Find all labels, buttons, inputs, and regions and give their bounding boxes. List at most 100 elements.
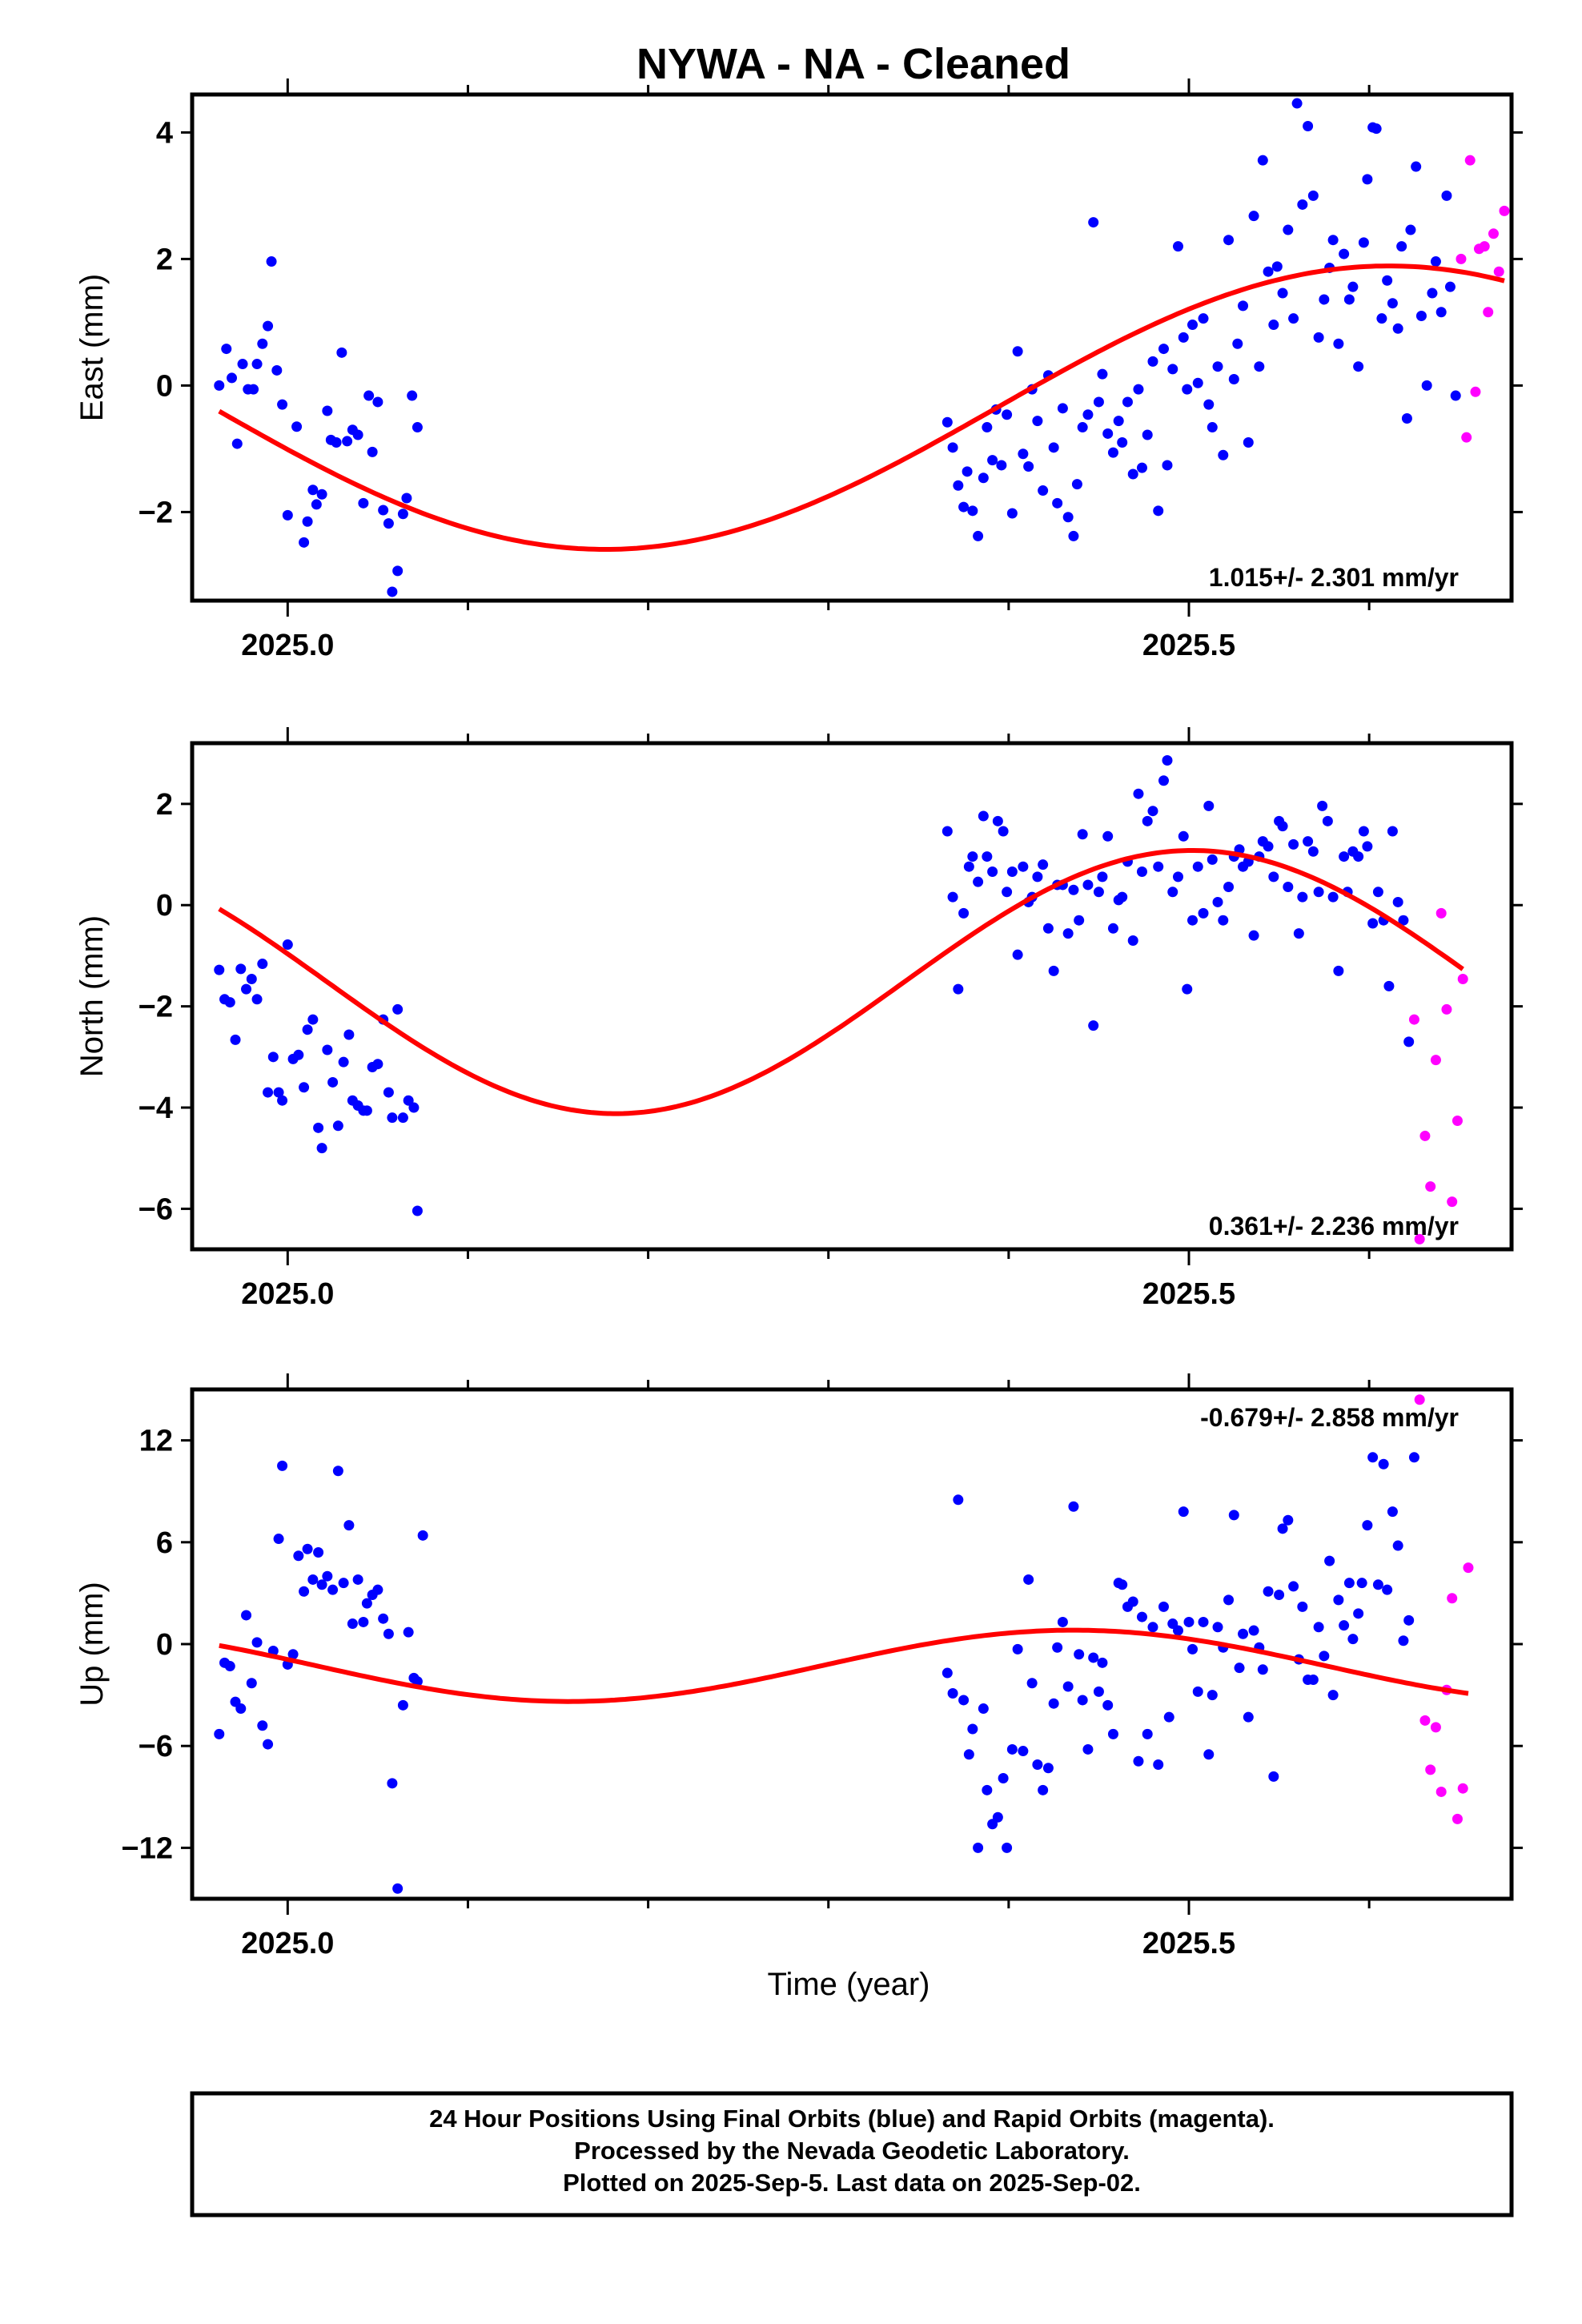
- north-final-orbits-point: [1077, 829, 1088, 840]
- east-final-orbits-point: [316, 489, 327, 500]
- up-final-orbits-point: [1147, 1622, 1158, 1633]
- east-final-orbits-point: [363, 390, 375, 401]
- east-final-orbits-point: [1268, 320, 1279, 331]
- east-final-orbits-point: [1257, 155, 1268, 166]
- up-final-orbits-point: [358, 1616, 369, 1627]
- up-final-orbits-point: [1403, 1614, 1415, 1626]
- east-final-orbits-point: [1291, 98, 1303, 109]
- north-rapid-orbits-point: [1457, 974, 1468, 985]
- east-model-curve: [218, 263, 1505, 552]
- east-rapid-orbits-point: [1488, 228, 1499, 239]
- north-final-orbits-point: [947, 891, 958, 903]
- up-rapid-orbits-point: [1447, 1593, 1458, 1604]
- east-final-orbits-point: [1411, 161, 1422, 172]
- east-final-orbits-point: [1283, 224, 1294, 235]
- north-final-orbits-point: [313, 1122, 324, 1133]
- panels-group: −2 0 2 4 2025.0 2025.5 East (mm) 1.015+/- 2.301…: [74, 78, 1523, 1960]
- up-final-orbits-point: [1333, 1594, 1344, 1606]
- north-rapid-orbits-point: [1447, 1196, 1458, 1208]
- north-final-orbits-point: [302, 1024, 313, 1035]
- north-final-orbits-point: [257, 959, 268, 970]
- up-final-orbits-point: [1026, 1678, 1038, 1689]
- north-final-orbits-point: [1293, 928, 1304, 939]
- north-final-orbits-point: [1082, 879, 1094, 891]
- up-final-orbits-point: [1268, 1771, 1279, 1782]
- north-final-orbits-point: [1062, 928, 1074, 939]
- north-final-orbits-point: [235, 963, 247, 975]
- north-final-orbits-point: [1068, 884, 1079, 895]
- east-final-orbits-point: [1232, 338, 1243, 349]
- north-final-orbits-point: [998, 826, 1009, 837]
- up-final-orbits-point: [1263, 1586, 1274, 1597]
- east-final-orbits-point: [1127, 468, 1138, 480]
- east-final-orbits-point: [1353, 361, 1364, 372]
- up-final-orbits-point: [978, 1703, 989, 1715]
- up-final-orbits-point: [214, 1728, 225, 1739]
- north-final-orbits-point: [241, 983, 252, 995]
- up-final-orbits-point: [372, 1584, 383, 1595]
- east-final-orbits-point: [1158, 344, 1169, 355]
- up-rapid-orbits-point: [1463, 1562, 1474, 1574]
- up-final-orbits-point: [1347, 1634, 1359, 1645]
- east-plot-frame: [190, 92, 1514, 603]
- up-final-orbits-point: [1032, 1759, 1043, 1771]
- east-final-orbits-point: [947, 442, 958, 453]
- east-final-orbits-point: [962, 466, 973, 477]
- east-rapid-orbits-point: [1456, 253, 1467, 264]
- east-final-orbits-point: [1032, 416, 1043, 427]
- east-final-orbits-point: [1062, 512, 1074, 523]
- up-final-orbits-point: [1248, 1625, 1259, 1636]
- east-final-orbits-point: [299, 537, 310, 548]
- east-final-orbits-point: [1218, 449, 1229, 460]
- north-rapid-orbits-point: [1441, 1003, 1452, 1015]
- east-x-tick-label: 2025.0: [241, 629, 334, 662]
- east-final-orbits-point: [1133, 384, 1144, 395]
- east-final-orbits-point: [397, 509, 408, 520]
- up-final-orbits-point: [1343, 1578, 1355, 1589]
- north-final-orbits-point: [1088, 1020, 1099, 1031]
- north-final-orbits-point: [397, 1112, 408, 1124]
- east-final-orbits-point: [412, 422, 423, 433]
- north-final-orbits-point: [1097, 871, 1108, 883]
- footer-line-3: Plotted on 2025-Sep-5. Last data on 2025…: [563, 2169, 1141, 2197]
- east-final-orbits-point: [1392, 323, 1403, 334]
- north-final-orbits-point: [1353, 851, 1364, 862]
- north-final-orbits-point: [273, 1087, 284, 1098]
- east-final-orbits-point: [1088, 217, 1099, 228]
- east-final-orbits-point: [967, 505, 978, 517]
- north-final-orbits-point: [403, 1095, 414, 1106]
- north-final-orbits-point: [1207, 854, 1218, 865]
- east-final-orbits-point: [958, 501, 970, 513]
- up-final-orbits-point: [224, 1661, 235, 1672]
- up-rapid-orbits-point: [1435, 1786, 1447, 1797]
- east-final-orbits-point: [1097, 368, 1108, 380]
- up-y-axis-title: Up (mm): [74, 1582, 110, 1707]
- east-points: [214, 98, 1510, 597]
- east-final-orbits-point: [248, 384, 259, 395]
- east-final-orbits-point: [1048, 442, 1059, 453]
- north-final-orbits-point: [978, 810, 989, 822]
- north-final-orbits-point: [1187, 915, 1199, 926]
- east-final-orbits-point: [1052, 497, 1063, 509]
- east-final-orbits-point: [237, 359, 248, 370]
- north-final-orbits-point: [1167, 887, 1178, 898]
- east-final-orbits-point: [1358, 237, 1369, 248]
- north-y-tick-label: −4: [139, 1092, 173, 1125]
- east-y-tick-label: 4: [156, 116, 173, 150]
- east-y-axis-title: East (mm): [74, 274, 110, 421]
- up-final-orbits-point: [1107, 1728, 1118, 1739]
- up-final-orbits-point: [313, 1547, 324, 1558]
- north-final-orbits-point: [1172, 871, 1183, 883]
- up-final-orbits-point: [277, 1460, 288, 1471]
- east-final-orbits-point: [1243, 437, 1254, 448]
- north-final-orbits-point: [361, 1105, 372, 1116]
- north-final-orbits-point: [1327, 891, 1339, 903]
- east-final-orbits-point: [1288, 313, 1299, 324]
- east-final-orbits-point: [1006, 508, 1018, 519]
- up-final-orbits-point: [1192, 1686, 1203, 1697]
- north-final-orbits-point: [1362, 841, 1373, 852]
- up-y-tick-label: −6: [139, 1730, 173, 1763]
- north-final-orbits-point: [383, 1087, 394, 1098]
- up-final-orbits-point: [347, 1618, 358, 1630]
- up-final-orbits-point: [1367, 1452, 1379, 1463]
